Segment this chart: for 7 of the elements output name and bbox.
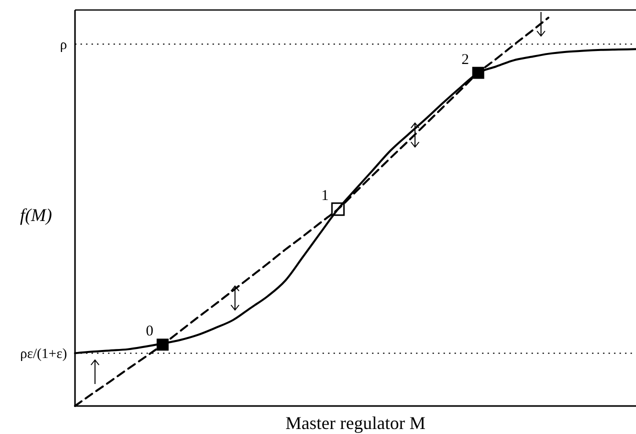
ref-line-label: ρ xyxy=(60,38,67,54)
ref-line-label: ρε/(1+ε) xyxy=(20,347,68,362)
y-axis-title: f(M) xyxy=(20,205,52,225)
annotation: 0 xyxy=(146,324,154,340)
annotation: 2 xyxy=(461,52,469,68)
annotation: 1 xyxy=(321,188,329,204)
x-axis-title: Master regulator M xyxy=(286,413,426,433)
